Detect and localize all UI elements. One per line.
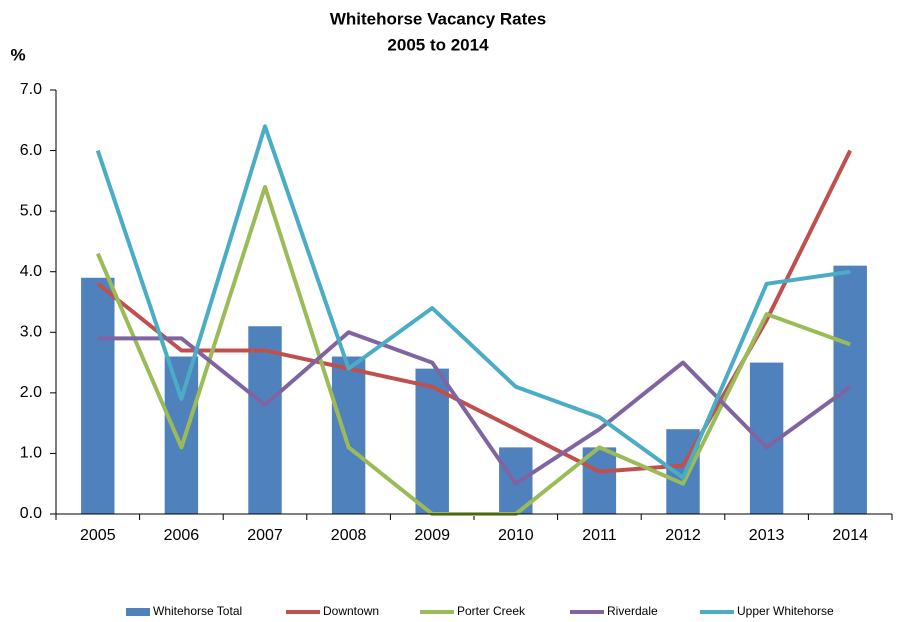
y-tick-label: 1.0 xyxy=(20,445,42,462)
bar xyxy=(833,265,867,514)
legend-label: Downtown xyxy=(323,604,379,618)
x-tick-label: 2012 xyxy=(665,527,701,544)
legend-label: Upper Whitehorse xyxy=(737,604,834,618)
bar xyxy=(331,356,366,514)
y-tick-label: 0.0 xyxy=(20,505,42,522)
line xyxy=(96,149,852,474)
y-tick-label: 3.0 xyxy=(20,324,42,341)
x-tick-label: 2007 xyxy=(247,527,283,544)
chart-subtitle: 2005 to 2014 xyxy=(387,35,489,54)
x-tick-label: 2006 xyxy=(164,527,200,544)
x-tick-label: 2011 xyxy=(582,527,617,544)
y-tick-label: 4.0 xyxy=(20,263,42,280)
x-tick-label: 2008 xyxy=(331,527,367,544)
y-tick-label: 7.0 xyxy=(20,81,42,98)
bar xyxy=(248,326,282,514)
y-tick-label: 2.0 xyxy=(20,384,42,401)
bar xyxy=(81,277,115,514)
x-tick-label: 2014 xyxy=(832,527,868,544)
legend-swatch xyxy=(126,608,150,616)
x-tick-label: 2013 xyxy=(749,527,785,544)
x-tick-label: 2009 xyxy=(414,527,450,544)
legend-label: Riverdale xyxy=(607,604,658,618)
bar xyxy=(415,368,449,514)
y-axis-label: % xyxy=(10,45,25,64)
line xyxy=(97,330,852,486)
bar xyxy=(164,356,199,514)
line xyxy=(95,124,851,480)
legend-label: Whitehorse Total xyxy=(153,604,242,618)
y-tick-label: 6.0 xyxy=(20,142,42,159)
chart-title: Whitehorse Vacancy Rates xyxy=(330,9,546,28)
x-tick-label: 2005 xyxy=(80,527,116,544)
legend-label: Porter Creek xyxy=(457,604,526,618)
x-tick-label: 2010 xyxy=(498,527,534,544)
y-tick-label: 5.0 xyxy=(20,202,42,219)
